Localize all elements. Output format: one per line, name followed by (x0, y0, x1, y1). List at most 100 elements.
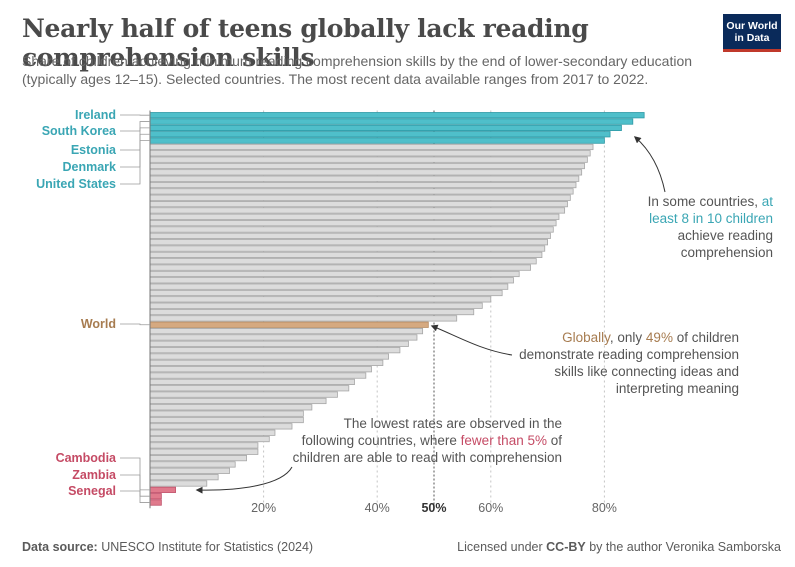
logo-accent-bar (723, 49, 781, 52)
bar-label-senegal: Senegal (68, 484, 116, 498)
data-source: Data source: UNESCO Institute for Statis… (22, 540, 313, 554)
bar (149, 397, 327, 405)
bar (149, 315, 458, 322)
bar (149, 366, 372, 373)
annotation-top-line1: In some countries, at (648, 194, 774, 209)
arrow-middle (430, 324, 513, 356)
x-tick-label: 40% (365, 501, 390, 515)
annotation-middle-line1: Globally, only 49% of children (562, 330, 739, 345)
bar (149, 486, 176, 493)
source-label: Data source: (22, 540, 98, 554)
bar (149, 131, 611, 138)
bar (149, 359, 384, 366)
bar (149, 334, 418, 341)
bar (149, 347, 401, 354)
bar (149, 112, 645, 119)
annotation-top-line4: comprehension (681, 245, 773, 260)
bar (149, 194, 571, 201)
bar-label-zambia: Zambia (72, 468, 117, 482)
bar (149, 308, 475, 316)
bar (149, 404, 313, 411)
bar (149, 302, 483, 309)
bar (149, 467, 230, 474)
annotation-bottom-line2: following countries, where fewer than 5%… (302, 433, 563, 448)
bar (149, 391, 338, 398)
bar (149, 213, 560, 220)
bar (149, 499, 162, 506)
bar (149, 327, 424, 335)
bar (149, 200, 568, 208)
bar (149, 283, 509, 290)
bar-label-world: World (81, 317, 116, 331)
arrow-bottom (195, 466, 293, 494)
label-leader-line (120, 133, 150, 168)
bar (149, 480, 208, 487)
bar (149, 169, 583, 176)
bar (149, 321, 429, 328)
bar (149, 435, 270, 443)
annotation-top-line2: least 8 in 10 children (649, 211, 773, 226)
bar (149, 423, 293, 430)
bar (149, 270, 520, 278)
chart-subtitle: Share of children achieving minimum read… (22, 53, 693, 87)
bar (149, 232, 551, 239)
label-leader-line (120, 490, 150, 503)
x-tick-label: 80% (592, 501, 617, 515)
bar (149, 289, 503, 297)
bar-label-ireland: Ireland (75, 108, 116, 122)
label-leader-line (120, 474, 150, 497)
bar-label-united-states: United States (36, 177, 116, 191)
bar (149, 143, 594, 151)
annotation-middle-line2: demonstrate reading comprehension (519, 347, 739, 362)
bar (149, 251, 543, 258)
license-prefix: Licensed under (457, 540, 543, 554)
chart-title: Nearly half of teens globally lack readi… (22, 14, 589, 72)
bar-label-cambodia: Cambodia (56, 451, 117, 465)
x-tick-label: 60% (478, 501, 503, 515)
bar (149, 258, 537, 265)
bar (149, 137, 605, 144)
bar (149, 410, 304, 417)
bar (149, 448, 259, 455)
bar (149, 207, 566, 214)
bar (149, 156, 588, 163)
bar (149, 372, 367, 379)
source-text[interactable]: UNESCO Institute for Statistics (2024) (101, 540, 314, 554)
label-leader-line (120, 457, 150, 491)
annotation-middle-line3: skills like connecting ideas and (554, 364, 739, 379)
bar (149, 454, 247, 462)
bar (149, 245, 546, 252)
x-tick-label: 50% (421, 501, 446, 515)
bar-label-denmark: Denmark (63, 160, 117, 174)
bar (149, 239, 549, 246)
owid-logo[interactable]: Our World in Data (723, 14, 781, 52)
bar (149, 378, 355, 386)
bar (149, 188, 574, 195)
license-suffix: by the author Veronika Samborska (589, 540, 781, 554)
label-leader-line (120, 323, 150, 326)
bar (149, 416, 304, 424)
arrow-top (633, 136, 666, 193)
bar-label-estonia: Estonia (71, 143, 117, 157)
label-leader-line (120, 121, 150, 132)
label-leader-line (120, 140, 150, 185)
bar (149, 385, 350, 392)
bar (149, 175, 580, 182)
x-tick-label: 20% (251, 501, 276, 515)
bar (149, 429, 276, 436)
bar (149, 340, 409, 347)
logo-line-2: in Data (734, 32, 770, 44)
annotation-bottom-line3: children are able to read with comprehen… (293, 450, 562, 465)
bar (149, 461, 236, 468)
bar (149, 181, 577, 189)
bar (149, 353, 389, 360)
logo-line-1: Our World (726, 20, 778, 32)
bar (149, 118, 634, 125)
annotation-middle-line4: interpreting meaning (616, 381, 739, 396)
bar (149, 220, 557, 227)
bar (149, 493, 162, 500)
bar-label-south-korea: South Korea (42, 124, 117, 138)
bar (149, 442, 259, 449)
license-link[interactable]: CC-BY (546, 540, 586, 554)
